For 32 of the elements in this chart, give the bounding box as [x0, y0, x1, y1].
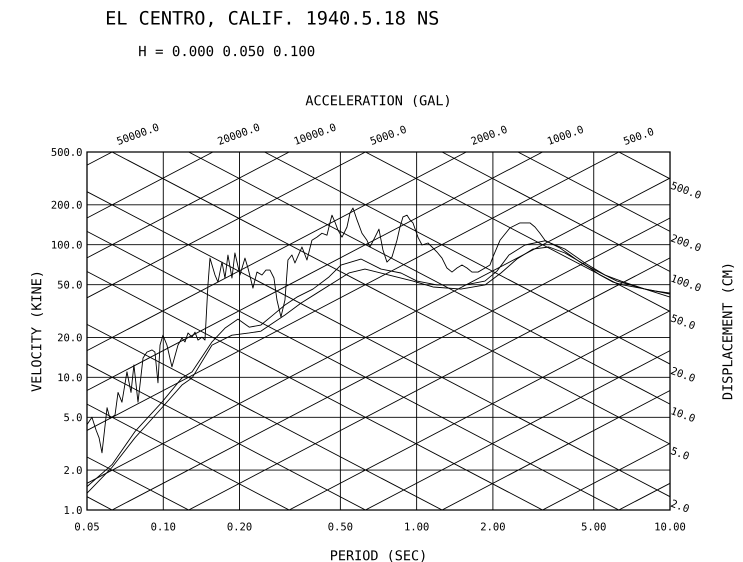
y-tick-label: 2.0	[64, 466, 82, 474]
chart-subtitle: H = 0.000 0.050 0.100	[139, 46, 314, 56]
text: 500.0	[623, 128, 654, 145]
x-tick-label: 0.50	[328, 522, 352, 530]
y-tick-label: 50.0	[58, 280, 82, 289]
text: 50.0	[670, 314, 695, 329]
x-tick-label: 5.00	[582, 522, 606, 530]
x-tick-label: 2.00	[481, 522, 505, 530]
text: 200.0	[670, 234, 701, 251]
text: 20.0	[670, 367, 695, 382]
text: 10.0	[671, 407, 695, 422]
y-axis-title: VELOCITY (KINE)	[30, 272, 44, 392]
text: 5.0	[670, 446, 689, 460]
y-tick-label: 20.0	[58, 333, 82, 342]
text: 100.0	[671, 274, 701, 292]
x-tick-label: 1.00	[405, 522, 429, 530]
x-tick-label: 0.10	[151, 522, 176, 530]
y-tick-label: 5.0	[64, 413, 82, 422]
y-tick-label: 1.0	[64, 506, 82, 514]
chart-title: EL CENTRO, CALIF. 1940.5.18 NS	[106, 10, 438, 28]
text: 500.0	[670, 182, 701, 198]
text: 2.0	[670, 500, 689, 512]
y-tick-label: 500.0	[52, 148, 82, 156]
x-tick-label: 10.00	[655, 522, 686, 530]
y-tick-label: 10.0	[58, 373, 82, 382]
x-axis-title: PERIOD (SEC)	[331, 550, 424, 562]
x-tick-label: 0.20	[228, 522, 252, 530]
y-tick-label: 100.0	[52, 240, 82, 249]
y-tick-label: 200.0	[52, 200, 82, 209]
x-tick-label: 0.05	[75, 522, 99, 530]
x2-axis-title: ACCELERATION (GAL)	[306, 94, 449, 108]
y2-axis-title: DISPLACEMENT (CM)	[722, 264, 734, 400]
